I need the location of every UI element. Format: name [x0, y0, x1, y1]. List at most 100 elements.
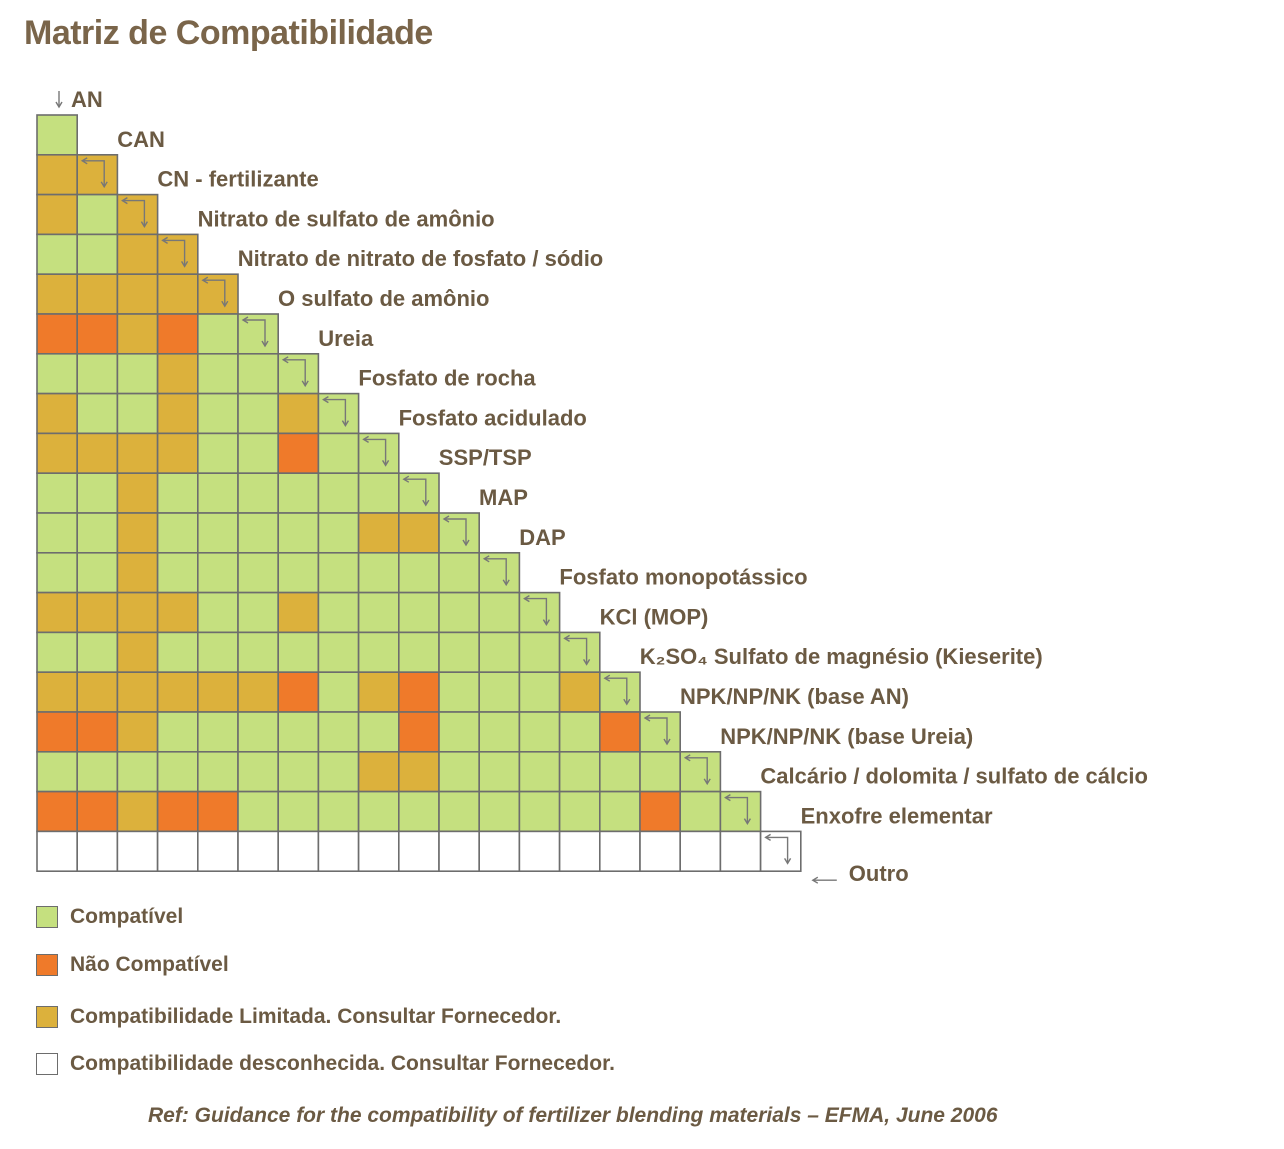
matrix-cell-unknown: [317, 830, 360, 873]
matrix-cell-limited: [197, 671, 239, 713]
matrix-cell-limited: [76, 273, 119, 315]
matrix-cell-unknown: [598, 830, 641, 873]
matrix-cell-compatible: [197, 591, 239, 634]
compatibility-matrix: AN CAN CN - fertilizante Nitrato de sulfato…: [36, 87, 1148, 886]
arrow-head-down: [663, 738, 671, 746]
arrow-head-down: [542, 619, 551, 626]
matrix-cell-compatible: [36, 512, 79, 554]
bracket-line: [564, 637, 588, 665]
matrix-cell-compatible: [478, 750, 521, 793]
matrix-cell-compatible: [76, 233, 119, 275]
legend-swatch-compatible: [36, 906, 58, 928]
matrix-cell-limited: [116, 671, 159, 713]
bracket-line: [403, 478, 427, 506]
matrix-cell-compatible: [156, 750, 199, 793]
matrix-cell-compatible: [156, 512, 199, 554]
bracket-line: [484, 558, 507, 585]
matrix-cell-compatible: [197, 512, 239, 554]
product-label: Fosfato acidulado: [399, 405, 587, 430]
matrix-cell-incompatible: [36, 313, 79, 355]
matrix-cell-compatible: [438, 551, 481, 594]
matrix-cell-compatible: [478, 671, 521, 713]
matrix-cell-limited: [116, 790, 159, 833]
product-label: MAP: [479, 485, 528, 510]
matrix-cell-limited: [76, 432, 119, 474]
bracket-line: [765, 836, 789, 864]
matrix-cell-compatible: [237, 512, 280, 554]
product-label: Outro: [849, 861, 909, 886]
matrix-cell-compatible: [357, 551, 400, 594]
arrow-head-left: [442, 515, 450, 523]
matrix-cell-limited: [36, 193, 79, 236]
matrix-cell-incompatible: [156, 790, 199, 833]
matrix-cell-limited: [116, 512, 159, 554]
matrix-cell-compatible: [518, 711, 561, 753]
arrow-head: [55, 101, 63, 109]
matrix-cell-compatible: [679, 790, 722, 833]
matrix-cell-compatible: [156, 711, 199, 753]
matrix-cell-compatible: [277, 472, 320, 514]
product-label: Fosfato de rocha: [358, 366, 536, 391]
legend-label-unknown: Compatibilidade desconhecida. Consultar …: [70, 1052, 615, 1075]
arrow-head-left: [643, 714, 651, 722]
matrix-cell-unknown: [639, 830, 682, 873]
matrix-cell-compatible: [156, 472, 199, 514]
arrow-head-left: [241, 316, 249, 324]
matrix-cell-compatible: [317, 631, 360, 674]
matrix-cell-limited: [36, 154, 79, 196]
matrix-cell-incompatible: [197, 790, 239, 833]
matrix-cell-compatible: [36, 551, 79, 594]
arrow-head-down: [623, 698, 631, 706]
product-label: SSP/TSP: [439, 445, 532, 470]
arrow-head-down: [582, 659, 591, 666]
matrix-cell-compatible: [317, 671, 360, 713]
matrix-cell-compatible: [317, 591, 360, 634]
matrix-cell-limited: [277, 591, 320, 634]
matrix-cell-compatible: [598, 790, 641, 833]
matrix-cell-compatible: [357, 711, 400, 753]
matrix-cell-limited: [277, 392, 320, 435]
matrix-cell-compatible: [237, 711, 280, 753]
matrix-cell-unknown: [438, 830, 481, 873]
matrix-cell-compatible: [237, 472, 280, 514]
bracket-line: [363, 438, 387, 466]
arrow-head-left: [121, 196, 128, 205]
matrix-cell-limited: [76, 671, 119, 713]
matrix-cell-compatible: [397, 790, 440, 833]
bracket-line: [122, 199, 146, 227]
arrow-head-left: [683, 754, 691, 762]
matrix-cell-limited: [116, 472, 159, 514]
matrix-cell-limited: [116, 631, 159, 674]
arrow-head-left: [362, 435, 369, 444]
arrow-head-left: [402, 475, 410, 483]
matrix-cell-compatible: [277, 512, 320, 554]
matrix-cell-compatible: [277, 750, 320, 793]
bracket-line: [162, 239, 186, 267]
arrow-head-down: [422, 499, 430, 507]
matrix-cell-limited: [156, 273, 199, 315]
matrix-cell-incompatible: [76, 711, 119, 753]
product-label: K₂SO₄ Sulfato de magnésio (Kieserite): [640, 644, 1043, 669]
matrix-cell-compatible: [36, 750, 79, 793]
matrix-cell-limited: [397, 512, 440, 554]
legend-label-compatible: Compatível: [70, 905, 184, 928]
matrix-cell-compatible: [116, 392, 159, 435]
matrix-cell-unknown: [116, 830, 159, 873]
matrix-cell-compatible: [197, 313, 239, 355]
legend-swatch-unknown: [36, 1053, 58, 1075]
matrix-cell-limited: [156, 352, 199, 395]
matrix-cell-incompatible: [156, 313, 199, 355]
matrix-cell-compatible: [397, 591, 440, 634]
product-label: NPK/NP/NK (base Ureia): [720, 724, 973, 749]
arrow-head-down: [783, 858, 792, 865]
arrow-head-down: [381, 460, 390, 467]
legend-label-limited: Compatibilidade Limitada. Consultar Forn…: [70, 1005, 562, 1028]
bracket-line: [685, 757, 708, 784]
matrix-cell-compatible: [518, 750, 561, 793]
matrix-cell-compatible: [558, 750, 601, 793]
bracket-line: [202, 279, 226, 307]
matrix-cell-compatible: [317, 790, 360, 833]
arrow-head-down: [180, 261, 189, 268]
matrix-cell-compatible: [237, 631, 280, 674]
matrix-cell-limited: [397, 750, 440, 793]
